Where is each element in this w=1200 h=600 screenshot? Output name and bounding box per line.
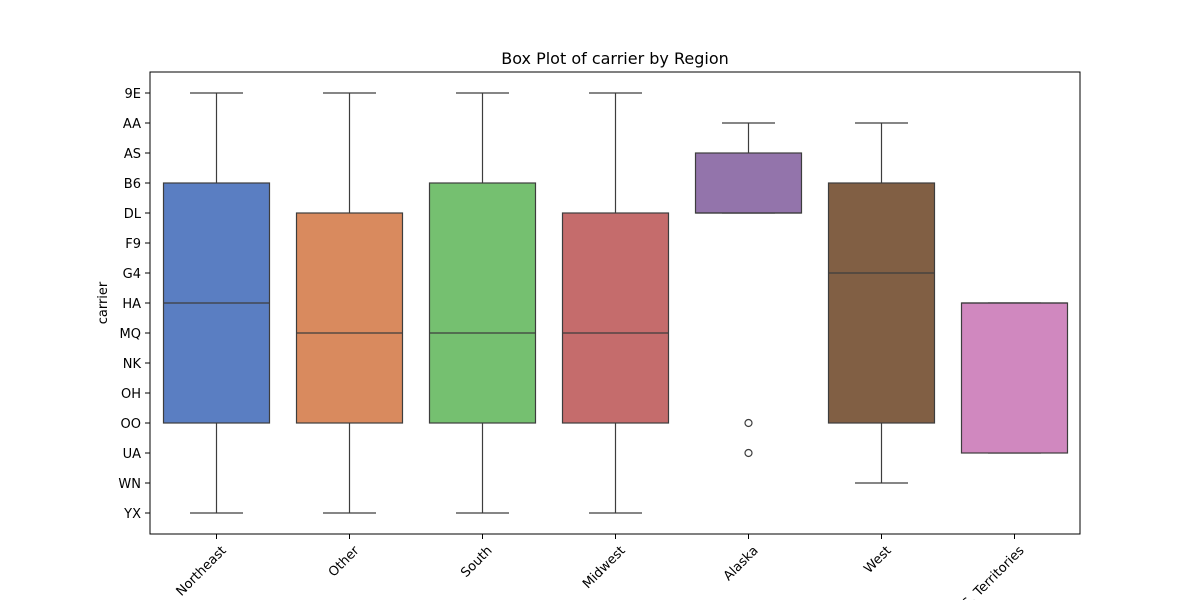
- box-west: [827, 182, 936, 424]
- x-tick-label: South: [458, 543, 495, 580]
- chart-title: Box Plot of carrier by Region: [501, 49, 729, 68]
- y-tick-label: WN: [118, 477, 141, 492]
- box-midwest: [561, 212, 670, 424]
- y-tick-label: DL: [124, 207, 142, 222]
- x-tick-label: Midwest: [580, 543, 629, 592]
- box-alaska: [694, 152, 803, 214]
- outlier-point: [744, 448, 753, 458]
- outlier-point: [744, 418, 753, 428]
- box-u-s-territories: [960, 302, 1069, 454]
- plot-frame: [149, 71, 1081, 535]
- y-tick-label: B6: [124, 177, 141, 192]
- x-tick-label: Other: [326, 543, 363, 580]
- y-tick-label: OH: [121, 387, 141, 402]
- x-tick-label: Alaska: [721, 543, 762, 584]
- y-tick-label: F9: [125, 237, 141, 252]
- y-tick-label: AS: [124, 147, 141, 162]
- x-tick-label: West: [861, 543, 894, 576]
- x-tick-label: Northeast: [174, 543, 230, 599]
- y-tick-label: HA: [122, 297, 141, 312]
- plot-area: 9E AA AS B6 DL F9 G4 HA MQ NK OH OO UA WN YX Northeast O…: [118, 71, 1081, 600]
- y-tick-label: G4: [123, 267, 141, 282]
- y-tick-label: OO: [121, 417, 141, 432]
- y-tick-label: AA: [123, 117, 141, 132]
- x-tick-label: U.S. Territories: [950, 543, 1028, 600]
- y-tick-label: YX: [123, 507, 141, 522]
- y-tick-label: 9E: [125, 87, 142, 102]
- box-south: [428, 182, 537, 424]
- y-tick-label: UA: [123, 447, 142, 462]
- y-axis-label: carrier: [96, 281, 111, 324]
- y-tick-label: NK: [123, 357, 142, 372]
- y-tick-label: MQ: [120, 327, 141, 342]
- box-other: [295, 212, 404, 424]
